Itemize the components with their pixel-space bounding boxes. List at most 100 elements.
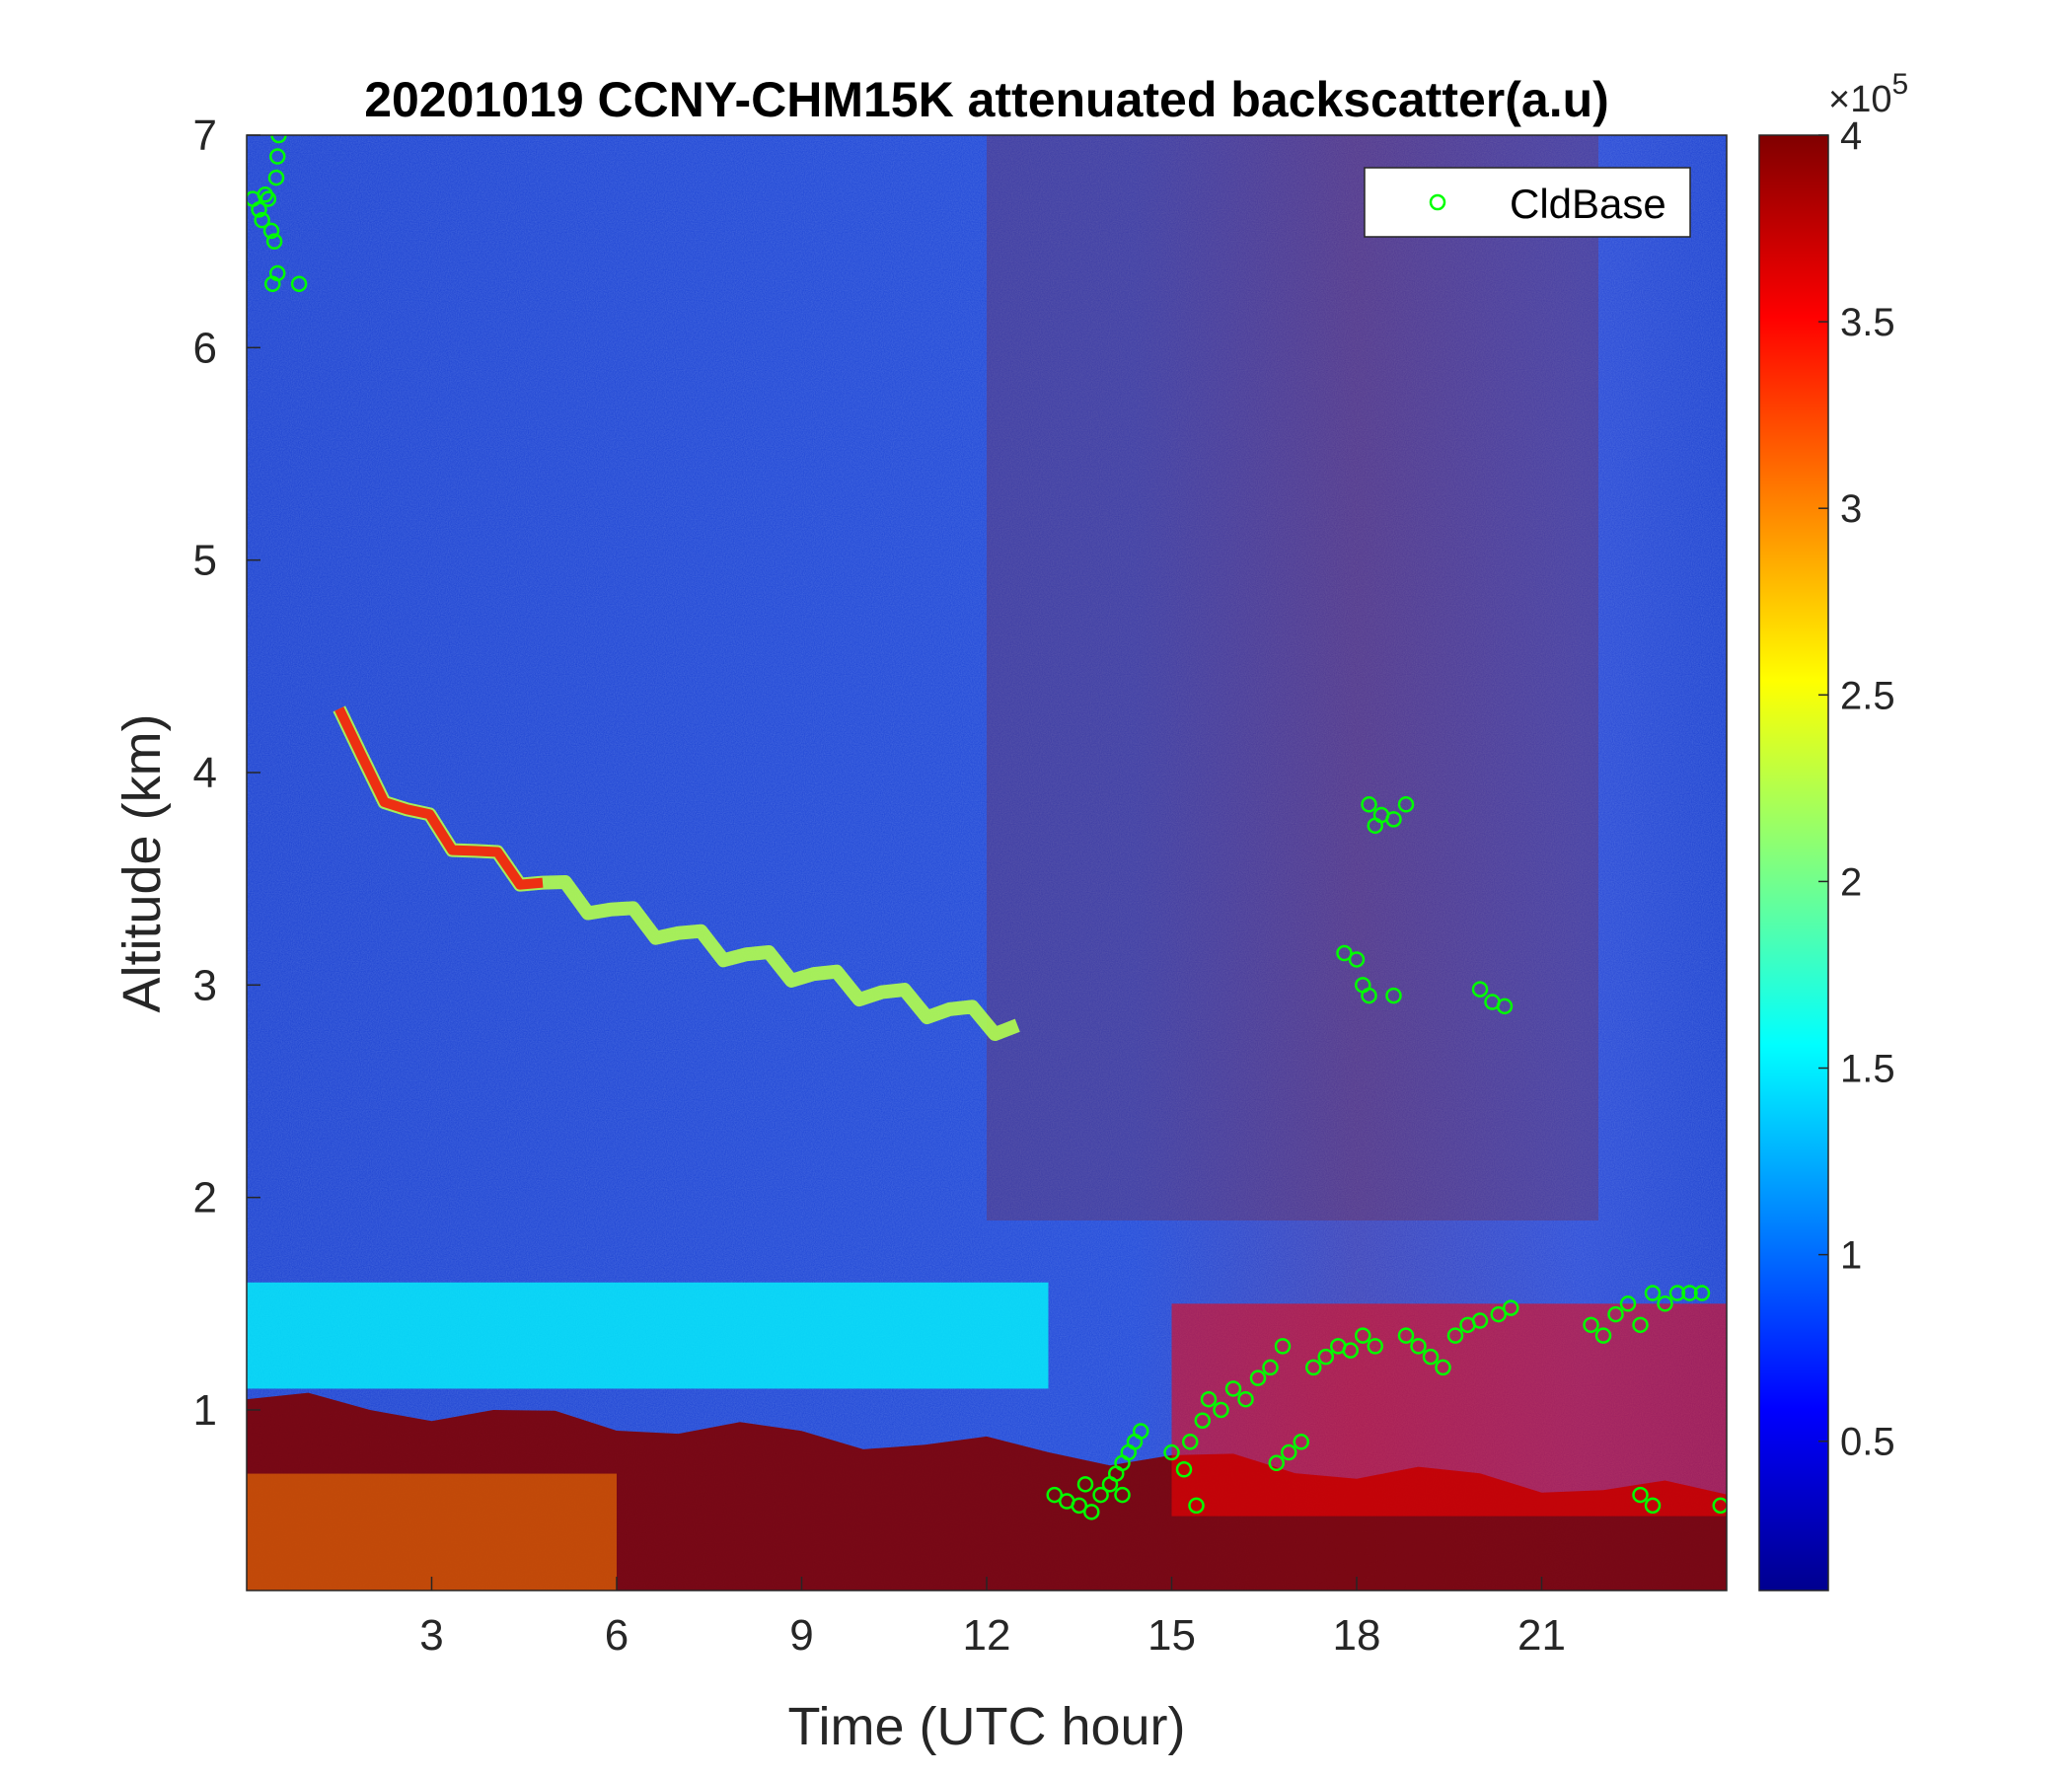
cldbase-point: [267, 169, 285, 186]
cldbase-point: [1594, 1327, 1612, 1344]
plot-area: [247, 135, 1727, 1591]
colorbar-exponent: ×105: [1828, 68, 1908, 120]
legend-marker-icon: [1429, 193, 1446, 211]
x-tick-label: 3: [419, 1611, 443, 1660]
x-tick-label: 21: [1517, 1611, 1566, 1660]
cldbase-point: [1237, 1390, 1254, 1408]
colorbar-tick-label: 3.5: [1840, 301, 1895, 344]
cldbase-point: [1348, 951, 1366, 968]
heatmap-noise-day: [987, 135, 1598, 1221]
cldbase-point: [1249, 1369, 1267, 1386]
cldbase-point: [1397, 796, 1415, 813]
cldbase-point: [1503, 1299, 1519, 1316]
cldbase-point: [1268, 1454, 1285, 1472]
cldbase-point: [265, 233, 283, 250]
colorbar-exponent-power: 5: [1891, 68, 1908, 101]
cldbase-point: [1657, 1295, 1673, 1312]
cldbase-point: [1619, 1295, 1637, 1312]
cldbase-point: [1367, 1338, 1383, 1355]
cldbase-point: [1182, 1434, 1199, 1450]
colorbar: 0.5 1 1.5 2 2.5 3 3.5 4 ×105: [1758, 68, 1908, 1591]
cldbase-point: [1163, 1443, 1180, 1461]
cldbase-point: [1175, 1461, 1193, 1478]
y-tick-label: 3: [193, 961, 217, 1009]
cldbase-point: [1644, 1497, 1662, 1515]
cldbase-point: [1644, 1285, 1662, 1301]
feature-boundary-layer-inner: [247, 1473, 617, 1591]
cldbase-point: [1361, 796, 1377, 813]
x-tick-label: 15: [1147, 1611, 1196, 1660]
cldbase-point: [1397, 1327, 1415, 1344]
y-axis: 1 2 3 4 5 6 7: [193, 111, 260, 1435]
cldbase-point: [259, 190, 277, 207]
colorbar-tick-label: 3: [1840, 487, 1862, 531]
x-axis: 3 6 9 12 15 18 21: [419, 1577, 1566, 1660]
cldbase-point: [1317, 1348, 1334, 1366]
cldbase-point: [270, 135, 287, 144]
cldbase-series: [247, 135, 1727, 1520]
cldbase-point: [1355, 1327, 1371, 1344]
chart-title: 20201019 CCNY-CHM15K attenuated backscat…: [364, 72, 1609, 127]
y-tick-label: 5: [193, 537, 217, 585]
colorbar-ticks: 0.5 1 1.5 2 2.5 3 3.5 4: [1818, 114, 1895, 1464]
legend: CldBase: [1364, 167, 1691, 238]
y-tick-label: 2: [193, 1174, 217, 1222]
cldbase-point: [1410, 1338, 1427, 1355]
colorbar-tick-label: 2.5: [1840, 674, 1895, 717]
cldbase-point: [1632, 1486, 1649, 1504]
cldbase-point: [1305, 1359, 1322, 1376]
x-tick-label: 9: [789, 1611, 813, 1660]
feature-residual-layer: [247, 1282, 1049, 1389]
cldbase-point: [1200, 1390, 1218, 1408]
cldbase-point: [1435, 1359, 1451, 1376]
cldbase-point: [254, 211, 270, 229]
cldbase-point: [1274, 1338, 1292, 1355]
x-tick-label: 6: [605, 1611, 629, 1660]
y-tick-label: 4: [193, 749, 217, 797]
cldbase-point: [1342, 1342, 1359, 1359]
cldbase-point: [1188, 1497, 1205, 1515]
x-axis-label: Time (UTC hour): [787, 1697, 1185, 1756]
cldbase-point: [1632, 1316, 1649, 1334]
cldbase-point: [251, 201, 267, 218]
colorbar-tick-label: 1: [1840, 1234, 1862, 1278]
cldbase-point: [1336, 944, 1353, 962]
cldbase-point: [1361, 987, 1377, 1004]
cldbase-point: [269, 264, 286, 282]
cldbase-point: [1712, 1497, 1727, 1515]
colorbar-tick-label: 2: [1840, 860, 1862, 904]
y-tick-label: 7: [193, 111, 217, 160]
colorbar-tick-label: 4: [1840, 114, 1862, 158]
legend-box: [1364, 167, 1691, 238]
cldbase-point: [1681, 1285, 1698, 1301]
cldbase-point: [1114, 1486, 1131, 1504]
x-tick-label: 18: [1333, 1611, 1381, 1660]
cldbase-point: [1490, 1305, 1507, 1323]
cldbase-point: [1262, 1359, 1279, 1376]
colorbar-tick-label: 0.5: [1840, 1421, 1895, 1464]
cldbase-point: [1293, 1434, 1309, 1450]
cldbase-point: [1224, 1380, 1242, 1397]
x-tick-label: 12: [963, 1611, 1011, 1660]
cldbase-point: [1693, 1285, 1711, 1301]
cldbase-point: [1422, 1348, 1440, 1366]
cldbase-point: [1092, 1486, 1109, 1504]
cldbase-point: [1583, 1316, 1599, 1334]
y-axis-label: Altitude (km): [112, 713, 172, 1012]
cldbase-point: [1607, 1305, 1624, 1323]
cldbase-point: [1213, 1401, 1229, 1419]
cldbase-point: [1471, 981, 1489, 998]
features-layer: [247, 705, 1727, 1591]
cldbase-point: [1385, 987, 1402, 1004]
cldbase-point: [262, 222, 280, 240]
cldbase-point: [1367, 817, 1383, 835]
cldbase-point: [290, 275, 308, 292]
legend-entry-cldbase: CldBase: [1510, 181, 1666, 227]
cldbase-point: [1046, 1486, 1063, 1504]
cldbase-point: [1071, 1497, 1087, 1515]
y-tick-label: 6: [193, 324, 217, 372]
cldbase-point: [1083, 1504, 1100, 1520]
colorbar-strip: [1758, 134, 1829, 1591]
cldbase-point: [1076, 1476, 1094, 1493]
